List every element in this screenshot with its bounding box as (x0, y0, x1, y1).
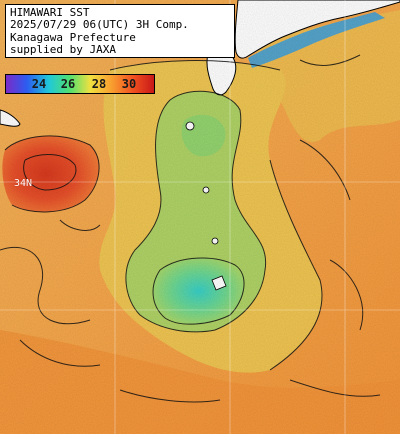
colorbar-label-24: 24 (31, 77, 47, 91)
info-datetime: 2025/07/29 06(UTC) 3H Comp. (10, 19, 189, 32)
isotherm-contours (0, 54, 381, 403)
latitude-label: 34N (14, 178, 33, 189)
info-credit: supplied by JAXA (10, 44, 116, 57)
colorbar-label-28: 28 (91, 77, 107, 91)
info-title: HIMAWARI SST (10, 7, 90, 19)
info-region: Kanagawa Prefecture (10, 31, 136, 44)
colorbar-label-30: 30 (121, 77, 137, 91)
colorbar-label-26: 26 (60, 77, 76, 91)
map-info-box: HIMAWARI SST 2025/07/29 06(UTC) 3H Comp.… (5, 4, 235, 58)
temperature-colorbar: 24 26 28 30 (5, 74, 155, 94)
